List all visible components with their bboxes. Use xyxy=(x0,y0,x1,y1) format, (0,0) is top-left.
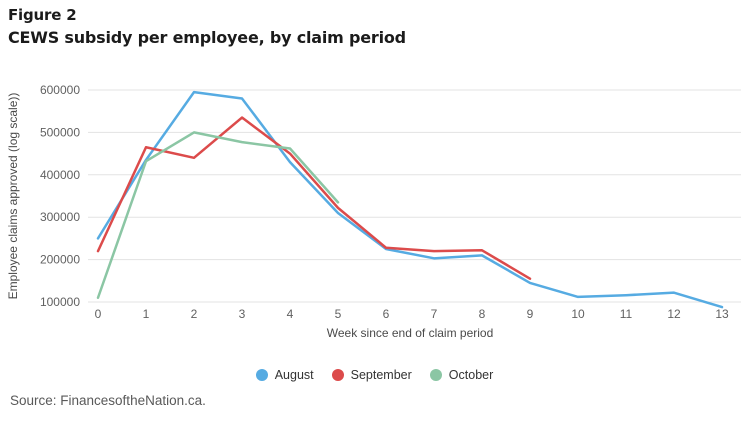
x-tick-label: 12 xyxy=(667,307,681,321)
legend-label: October xyxy=(448,368,494,382)
x-tick-label: 2 xyxy=(191,307,198,321)
source-text: Source: FinancesoftheNation.ca. xyxy=(10,393,206,408)
y-tick-label: 300000 xyxy=(40,210,80,224)
figure-label: Figure 2 xyxy=(8,6,77,24)
x-tick-label: 0 xyxy=(95,307,102,321)
x-tick-label: 9 xyxy=(527,307,534,321)
x-tick-label: 6 xyxy=(383,307,390,321)
figure-title: CEWS subsidy per employee, by claim peri… xyxy=(8,28,406,47)
x-tick-label: 1 xyxy=(143,307,150,321)
x-tick-label: 8 xyxy=(479,307,486,321)
legend-item-september[interactable]: September xyxy=(331,368,412,382)
x-tick-label: 10 xyxy=(571,307,585,321)
legend-swatch-august-icon xyxy=(255,369,268,381)
x-tick-label: 3 xyxy=(239,307,246,321)
series-line-september[interactable] xyxy=(96,116,532,280)
series-line-october[interactable] xyxy=(96,131,340,300)
x-tick-label: 13 xyxy=(715,307,729,321)
legend-item-october[interactable]: October xyxy=(429,368,494,382)
legend-label: September xyxy=(350,368,412,382)
y-axis-title: Employee claims approved (log scale)) xyxy=(6,93,20,300)
series-line-august[interactable] xyxy=(96,90,724,309)
y-tick-label: 200000 xyxy=(40,253,80,267)
y-tick-label: 400000 xyxy=(40,168,80,182)
x-tick-label: 7 xyxy=(431,307,438,321)
y-tick-label: 600000 xyxy=(40,83,80,97)
y-tick-label: 100000 xyxy=(40,295,80,309)
legend-swatch-october-icon xyxy=(429,369,442,381)
y-tick-label: 500000 xyxy=(40,125,80,139)
chart-legend: August September October xyxy=(0,364,749,386)
x-axis-title: Week since end of claim period xyxy=(327,326,494,340)
legend-item-august[interactable]: August xyxy=(255,368,314,382)
x-tick-label: 11 xyxy=(620,307,633,321)
x-tick-label: 5 xyxy=(335,307,342,321)
x-tick-label: 4 xyxy=(287,307,294,321)
legend-swatch-september-icon xyxy=(331,369,344,381)
legend-label: August xyxy=(274,368,314,382)
